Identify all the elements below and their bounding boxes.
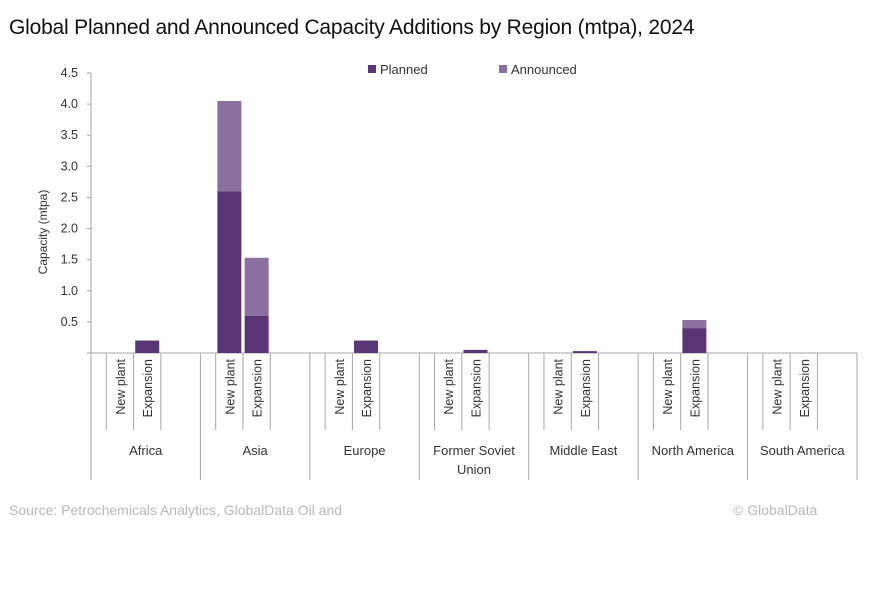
y-tick-label: 1.5 xyxy=(61,253,78,267)
bar-announced-asia-new-plant xyxy=(217,101,242,192)
bar-planned-asia-new-plant xyxy=(217,191,242,353)
y-tick-label: 1.0 xyxy=(61,284,78,298)
subcategory-label: Expansion xyxy=(251,359,265,417)
bar-planned-middle-east-expansion xyxy=(572,351,597,353)
region-label: North America xyxy=(652,443,735,458)
region-label: Africa xyxy=(129,443,163,458)
subcategory-label: Expansion xyxy=(470,359,484,417)
source-note: Source: Petrochemicals Analytics, Global… xyxy=(9,502,343,518)
subcategory-label: New plant xyxy=(223,358,237,414)
bar-planned-asia-expansion xyxy=(244,315,269,353)
subcategory-label: New plant xyxy=(661,358,675,414)
axes: 0.5 1.0 1.5 2.0 2.5 3.0 3.5 4.0 4.5 xyxy=(61,66,858,480)
y-tick-label: 3.5 xyxy=(61,128,78,142)
y-tick-label: 2.0 xyxy=(61,222,78,236)
bar-announced-asia-expansion xyxy=(244,257,269,316)
bar-announced-north-america-expansion xyxy=(682,320,707,329)
subcategory-label: New plant xyxy=(114,358,128,414)
region-label: Union xyxy=(457,462,491,477)
y-tick-label: 4.5 xyxy=(61,66,78,80)
labels: New plant Expansion Africa New plant Expansi… xyxy=(114,358,845,477)
subcategory-label: New plant xyxy=(552,358,566,414)
y-tick-label: 2.5 xyxy=(61,190,78,204)
subcategory-label: Expansion xyxy=(688,359,702,417)
y-tick-label: 0.5 xyxy=(61,315,78,329)
subcategory-label: New plant xyxy=(770,358,784,414)
bars xyxy=(135,101,707,353)
bar-planned-former-soviet-union-expansion xyxy=(463,349,488,353)
region-label: Asia xyxy=(242,443,268,458)
subcategory-label: Expansion xyxy=(141,359,155,417)
y-axis-label: Capacity (mtpa) xyxy=(36,190,50,275)
bar-planned-africa-expansion xyxy=(135,340,160,353)
legend: Planned Announced xyxy=(368,62,577,77)
region-label: Former Soviet xyxy=(433,443,515,458)
region-label: Middle East xyxy=(549,443,617,458)
chart-title: Global Planned and Announced Capacity Ad… xyxy=(9,16,695,39)
legend-swatch-announced xyxy=(499,65,507,73)
copyright-note: © GlobalData xyxy=(733,502,818,518)
y-tick-label: 3.0 xyxy=(61,159,78,173)
region-label: Europe xyxy=(344,443,386,458)
subcategory-label: Expansion xyxy=(360,359,374,417)
bar-planned-europe-expansion xyxy=(354,340,379,353)
subcategory-label: New plant xyxy=(333,358,347,414)
y-tick-label: 4.0 xyxy=(61,97,78,111)
legend-label-planned: Planned xyxy=(380,62,428,77)
subcategory-label: Expansion xyxy=(798,359,812,417)
legend-swatch-planned xyxy=(368,65,376,73)
region-label: South America xyxy=(760,443,845,458)
bar-planned-north-america-expansion xyxy=(682,328,707,353)
subcategory-label: New plant xyxy=(442,358,456,414)
subcategory-label: Expansion xyxy=(579,359,593,417)
legend-label-announced: Announced xyxy=(511,62,577,77)
